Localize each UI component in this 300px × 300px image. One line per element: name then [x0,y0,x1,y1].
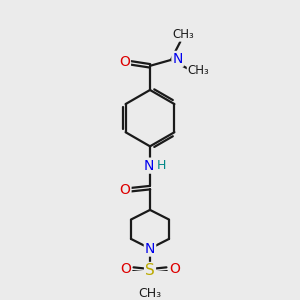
Text: H: H [157,159,166,172]
Text: N: N [145,242,155,256]
Text: O: O [120,262,131,276]
Text: O: O [120,183,130,197]
Text: O: O [119,55,130,69]
Text: CH₃: CH₃ [172,28,194,41]
Text: N: N [172,52,183,66]
Text: CH₃: CH₃ [138,287,162,300]
Text: CH₃: CH₃ [188,64,209,77]
Text: O: O [169,262,180,276]
Text: N: N [143,159,154,172]
Text: S: S [145,263,155,278]
